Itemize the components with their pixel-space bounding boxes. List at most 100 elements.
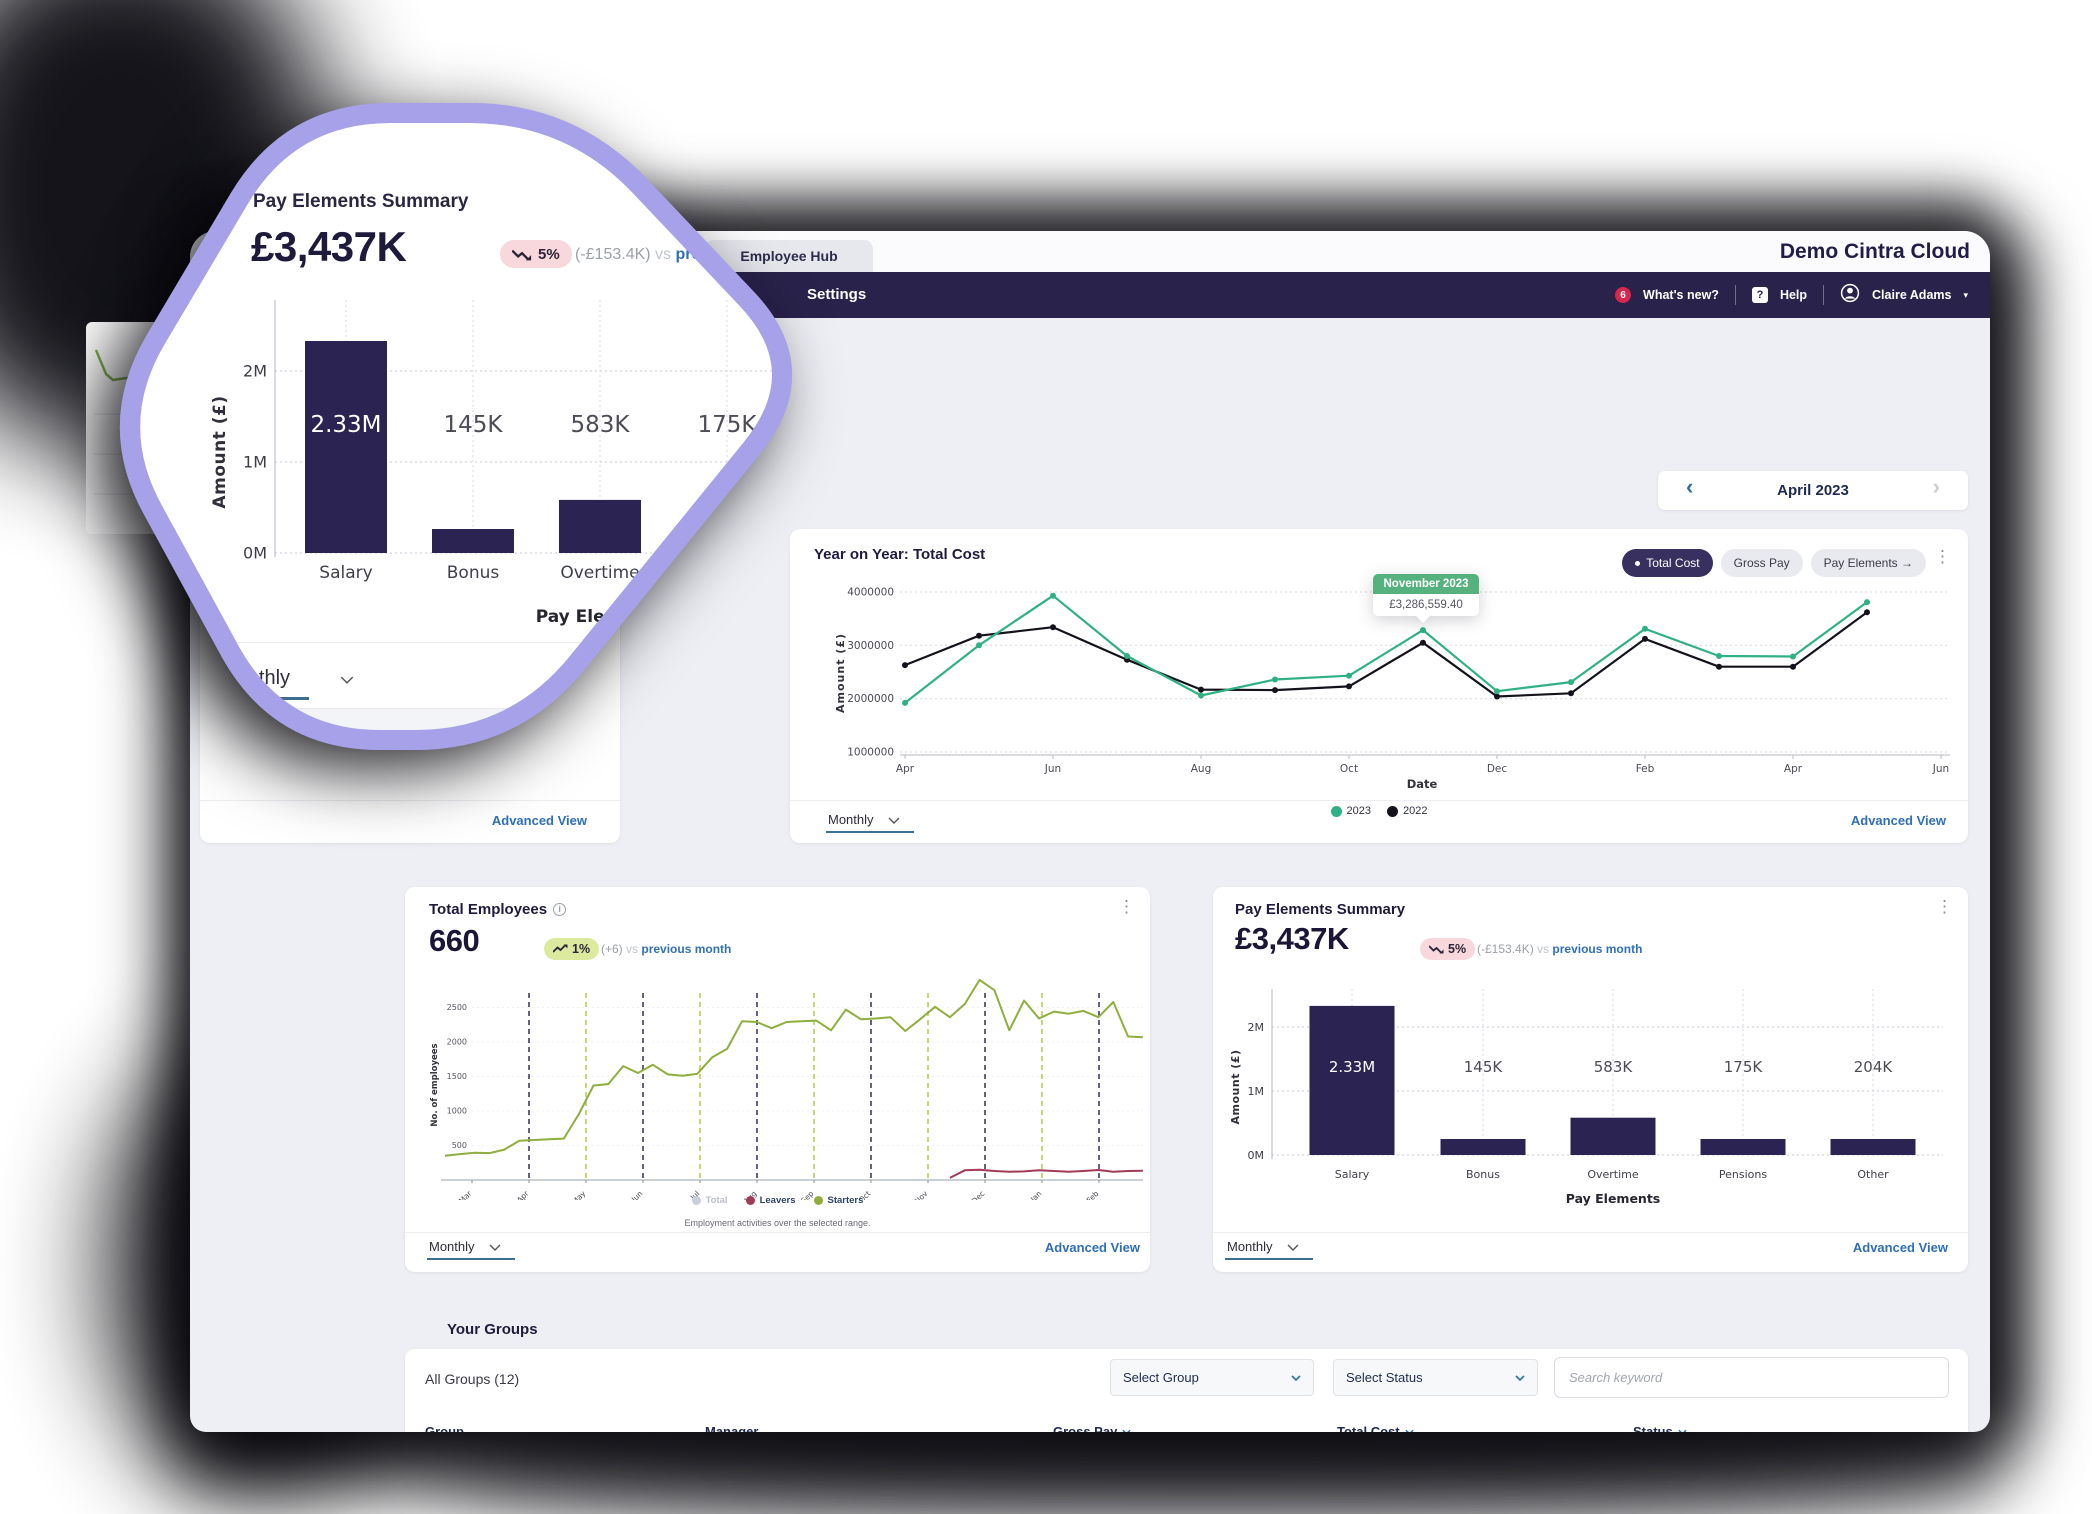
total-value: £3,437K [1235,921,1349,956]
user-menu[interactable]: Claire Adams [1872,288,1952,302]
advanced-view-link[interactable]: Advanced View [491,813,587,828]
period-select[interactable]: Monthly [828,812,900,827]
trend-down-icon [1429,945,1444,954]
svg-text:1000000: 1000000 [847,747,894,759]
groups-card: All Groups (12) Select Group Select Stat… [405,1349,1968,1432]
total-employees-card: Total Employees i ⋮ 660 1% (+6) vs previo… [405,887,1150,1272]
svg-text:Amount (£): Amount (£) [1229,1050,1242,1125]
delta-text: (+6) vs previous month [601,942,732,956]
svg-text:1M: 1M [243,453,267,472]
svg-text:Other: Other [1857,1168,1889,1181]
svg-text:1500: 1500 [447,1072,467,1081]
svg-text:Overtime: Overtime [560,563,639,583]
help-link[interactable]: Help [1779,288,1808,302]
total-value: £3,437K [251,223,407,270]
svg-text:Oct: Oct [1340,763,1358,775]
svg-text:Feb: Feb [1636,763,1655,775]
svg-text:583K: 583K [571,412,631,438]
trend-down-badge: 5% [1420,938,1476,960]
sort-icon [1404,1429,1414,1432]
svg-text:2M: 2M [1248,1021,1265,1034]
col-header-status[interactable]: Status [1633,1424,1687,1432]
svg-text:1M: 1M [1248,1085,1265,1098]
next-month-button[interactable]: › [1932,474,1940,499]
svg-text:145K: 145K [1464,1058,1504,1076]
employees-chart: 500 1000 1500 2000 2500 Mar Apr May Jun Jul Aug Sep… [427,965,1150,1206]
advanced-view-link[interactable]: Advanced View [1044,1240,1140,1255]
svg-text:2M: 2M [243,362,267,381]
svg-text:Jun: Jun [1044,763,1061,775]
select-status-dropdown[interactable]: Select Status [1333,1359,1538,1396]
sort-icon [1122,1429,1131,1432]
pay-elements-summary-card: Pay Elements Summary ⋮ £3,437K 5% (-£153… [1213,887,1968,1272]
divider [200,800,620,801]
whats-new-link[interactable]: What's new? [1643,288,1719,302]
kebab-menu-icon[interactable]: ⋮ [1934,547,1952,566]
help-icon: ? [1751,287,1768,303]
select-group-dropdown[interactable]: Select Group [1110,1359,1314,1396]
svg-text:Bonus: Bonus [1466,1168,1500,1181]
legend-leavers[interactable]: Leavers [745,1195,796,1206]
svg-text:2500: 2500 [447,1003,467,1012]
svg-text:500: 500 [452,1141,467,1150]
advanced-view-link[interactable]: Advanced View [1850,813,1946,828]
divider [1213,1232,1968,1233]
divider [405,1232,1150,1233]
sort-icon [1678,1429,1687,1432]
prev-month-button[interactable]: ‹ [1686,474,1694,499]
previous-month-link[interactable]: previous month [641,942,732,956]
col-header-total-cost[interactable]: Total Cost [1337,1424,1414,1432]
year-on-year-card: Year on Year: Total Cost Total Cost Gros… [790,529,1968,843]
select-underline [826,831,914,833]
date-label: April 2023 [1777,482,1849,499]
groups-heading: Your Groups [447,1321,538,1338]
col-header-manager[interactable]: Manager [705,1424,759,1432]
card-title: Pay Elements Summary [253,191,469,212]
svg-text:2.33M: 2.33M [1329,1058,1375,1076]
svg-text:Overtime: Overtime [1587,1168,1639,1181]
nav-item-settings[interactable]: Settings [807,286,867,303]
svg-text:Salary: Salary [1335,1168,1370,1181]
legend-dot [813,1196,823,1205]
legend-2022[interactable]: 2022 [1387,805,1427,817]
svg-text:Amount (£): Amount (£) [834,633,847,713]
pill-total-cost[interactable]: Total Cost [1622,549,1713,577]
period-select[interactable]: Monthly [429,1239,501,1254]
legend-dot [1387,805,1398,817]
page-content: ‹ April 2023 › Advanced View Year on Yea… [190,318,1990,1432]
col-header-group[interactable]: Group [425,1424,464,1432]
legend-2023[interactable]: 2023 [1330,805,1371,817]
svg-text:Aug: Aug [1191,763,1212,775]
chevron-down-icon [1515,1374,1525,1381]
svg-text:Pensions: Pensions [1719,1168,1767,1181]
svg-text:4000000: 4000000 [847,587,894,599]
svg-text:175K: 175K [698,412,758,438]
pill-pay-elements[interactable]: Pay Elements → [1810,549,1926,577]
info-icon[interactable]: i [553,903,567,916]
divider [1823,285,1825,305]
chevron-down-icon[interactable]: ▾ [1963,289,1968,300]
period-select[interactable]: Monthly [1227,1239,1299,1254]
svg-text:Apr: Apr [1784,763,1803,775]
previous-month-link[interactable]: previous month [1552,942,1643,956]
svg-text:0M: 0M [1248,1149,1265,1162]
svg-text:Jun: Jun [1932,763,1949,775]
legend-total[interactable]: Total [691,1195,728,1206]
pill-gross-pay[interactable]: Gross Pay [1720,549,1803,577]
advanced-view-link[interactable]: Advanced View [1852,1240,1948,1255]
kebab-menu-icon[interactable]: ⋮ [1118,897,1136,916]
svg-text:1000: 1000 [447,1107,467,1116]
legend-starters[interactable]: Starters [813,1195,863,1206]
user-avatar-icon [1840,283,1860,308]
col-header-gross-pay[interactable]: Gross Pay [1053,1424,1131,1432]
svg-text:Date: Date [1407,777,1438,791]
total-employees-value: 660 [429,923,480,958]
svg-text:No. of employees: No. of employees [430,1043,440,1126]
search-input[interactable] [1554,1357,1949,1398]
svg-text:Salary: Salary [319,563,372,583]
product-title: Demo Cintra Cloud [1779,240,1970,263]
card-title: Year on Year: Total Cost [814,546,986,563]
svg-text:Pay Elements: Pay Elements [1566,1191,1661,1206]
kebab-menu-icon[interactable]: ⋮ [1936,897,1954,916]
